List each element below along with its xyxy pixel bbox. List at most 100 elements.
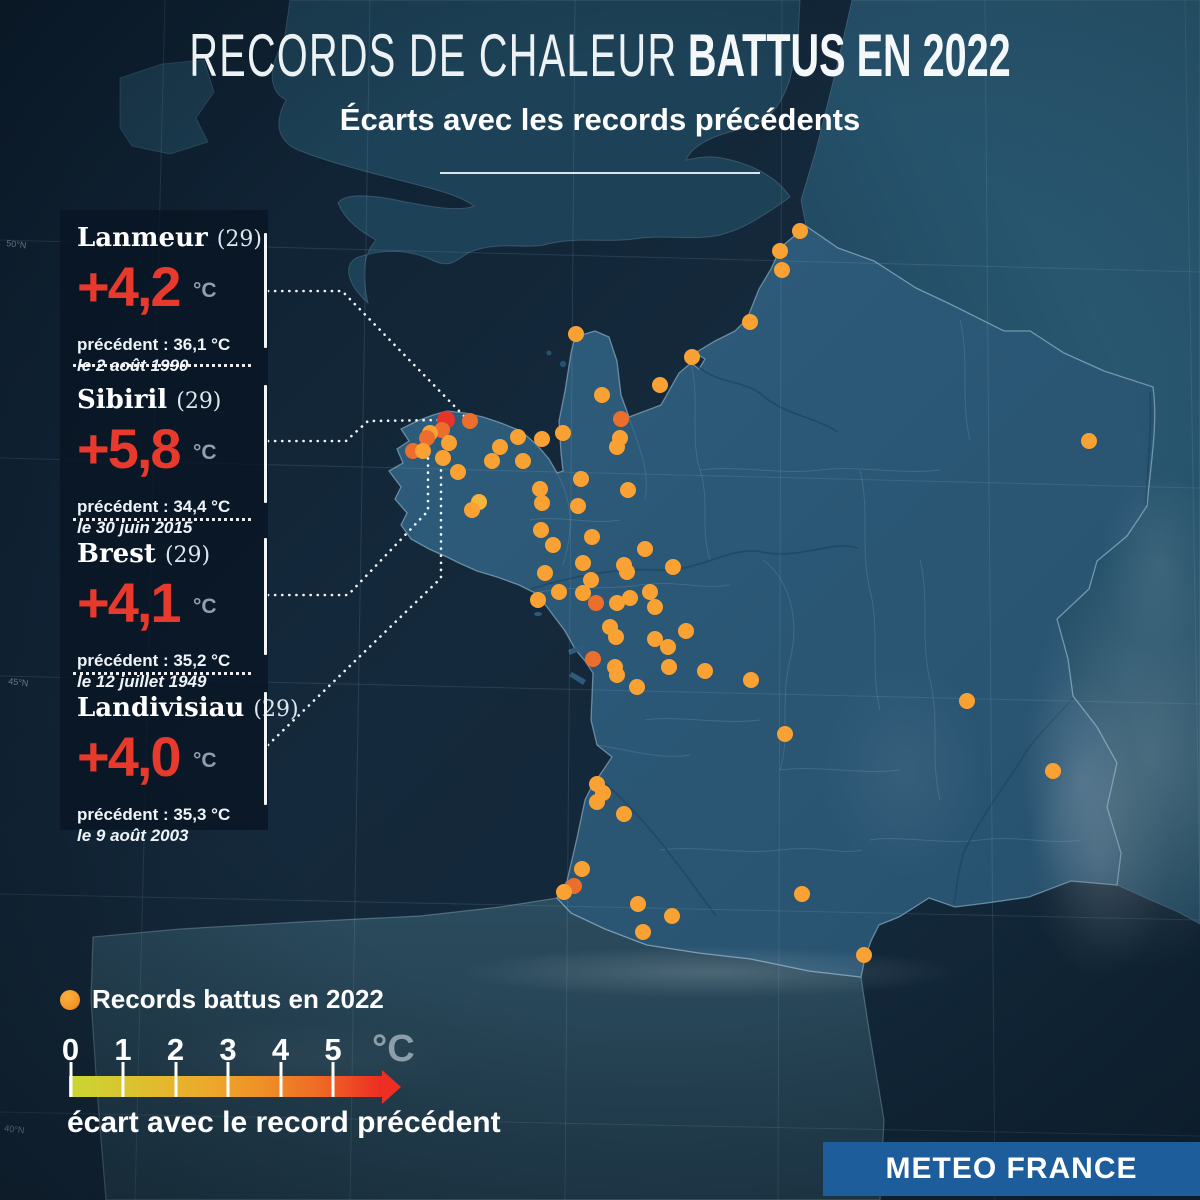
record-dot	[661, 659, 677, 675]
latitude-labels: 50°N 45°N 40°N	[4, 238, 29, 1135]
record-dot	[575, 585, 591, 601]
latitude-label: 40°N	[4, 1123, 25, 1135]
city-name: Lanmeur	[77, 223, 208, 253]
record-dot	[742, 314, 758, 330]
city-dept: (29)	[176, 389, 222, 414]
record-dot	[510, 429, 526, 445]
record-dot	[619, 564, 635, 580]
callout-lanmeur: Lanmeur (29) +4,2 °C précédent : 36,1 °C…	[77, 222, 265, 376]
record-dot	[664, 908, 680, 924]
island	[568, 644, 586, 655]
record-dot	[492, 439, 508, 455]
callout-city: Sibiril (29)	[77, 384, 265, 418]
record-dot	[652, 377, 668, 393]
previous-record: précédent : 34,4 °C	[77, 497, 231, 516]
record-dot	[684, 349, 700, 365]
delta-unit: °C	[193, 749, 217, 772]
record-dot	[613, 411, 629, 427]
delta-value: +4,0	[77, 725, 182, 788]
record-dot	[588, 595, 604, 611]
delta-value: +4,1	[77, 571, 182, 634]
island	[534, 612, 542, 616]
callout-rule	[264, 692, 267, 805]
record-dot	[434, 422, 450, 438]
record-dot	[647, 631, 663, 647]
callout-rule	[264, 233, 267, 348]
island	[546, 350, 552, 356]
record-dot	[678, 623, 694, 639]
record-dot	[450, 464, 466, 480]
city-name: Brest	[77, 539, 156, 569]
record-dot	[575, 555, 591, 571]
callout-separator	[73, 672, 251, 675]
previous-date: le 12 juillet 1949	[77, 672, 207, 691]
record-dot	[534, 431, 550, 447]
island	[559, 360, 567, 368]
record-dot	[419, 430, 435, 446]
page-subtitle: Écarts avec les records précédents	[339, 102, 861, 137]
record-dot	[743, 672, 759, 688]
record-dot	[584, 529, 600, 545]
record-dot	[568, 326, 584, 342]
island	[467, 545, 477, 551]
city-dept: (29)	[164, 543, 211, 568]
city-name: Landivisiau	[77, 693, 245, 723]
delta-row: +4,0 °C	[77, 728, 265, 801]
record-dot	[534, 495, 550, 511]
record-dot	[585, 651, 601, 667]
record-dot	[589, 794, 605, 810]
callout-city: Brest (29)	[77, 538, 265, 572]
record-dot	[515, 453, 531, 469]
record-dot	[574, 861, 590, 877]
record-dot	[777, 726, 793, 742]
delta-unit: °C	[193, 279, 217, 302]
record-dot	[609, 595, 625, 611]
record-dot	[856, 947, 872, 963]
delta-value: +5,8	[77, 417, 182, 480]
city-dept: (29)	[253, 697, 299, 722]
delta-row: +4,1 °C	[77, 574, 265, 647]
land-ireland	[119, 59, 215, 155]
latitude-label: 45°N	[8, 676, 29, 688]
record-dot	[1081, 433, 1097, 449]
callout-connectors	[266, 289, 466, 747]
record-dot	[551, 584, 567, 600]
previous-record: précédent : 35,3 °C	[77, 805, 231, 824]
record-dot	[629, 679, 645, 695]
callout-connector	[266, 418, 442, 443]
record-dot	[635, 924, 651, 940]
previous-date: le 9 août 2003	[77, 826, 189, 845]
header: RECORDS DE CHALEUR BATTUS EN 2022 Écarts…	[0, 0, 1200, 174]
callout-landivisiau: Landivisiau (29) +4,0 °C précédent : 35,…	[77, 692, 299, 846]
callout-connector	[266, 289, 466, 418]
delta-value: +4,2	[77, 255, 182, 318]
record-dot	[532, 481, 548, 497]
record-dot	[609, 439, 625, 455]
record-dot	[583, 572, 599, 588]
record-dot	[774, 262, 790, 278]
record-dot	[415, 443, 431, 459]
city-name: Sibiril	[77, 385, 168, 415]
record-dot	[573, 471, 589, 487]
record-dot	[556, 884, 572, 900]
city-dept: (29)	[216, 227, 262, 252]
record-dot	[435, 450, 451, 466]
record-dot	[594, 387, 610, 403]
record-dot	[660, 639, 676, 655]
callout-sibiril: Sibiril (29) +5,8 °C précédent : 34,4 °C…	[77, 384, 265, 538]
delta-row: +4,2 °C	[77, 258, 265, 331]
callout-separator	[73, 364, 251, 367]
meteo-france-badge: METEO FRANCE	[823, 1142, 1200, 1196]
title-bold: BATTUS EN 2022	[687, 22, 1011, 89]
record-dot	[530, 592, 546, 608]
record-dot	[533, 522, 549, 538]
record-dot	[772, 243, 788, 259]
callout-brest: Brest (29) +4,1 °C précédent : 35,2 °C l…	[77, 538, 265, 692]
land-uk	[271, 0, 801, 305]
record-dot	[462, 413, 478, 429]
island	[569, 672, 586, 685]
record-dot	[608, 629, 624, 645]
record-dot	[794, 886, 810, 902]
page-title: RECORDS DE CHALEUR BATTUS EN 2022	[189, 26, 1010, 86]
